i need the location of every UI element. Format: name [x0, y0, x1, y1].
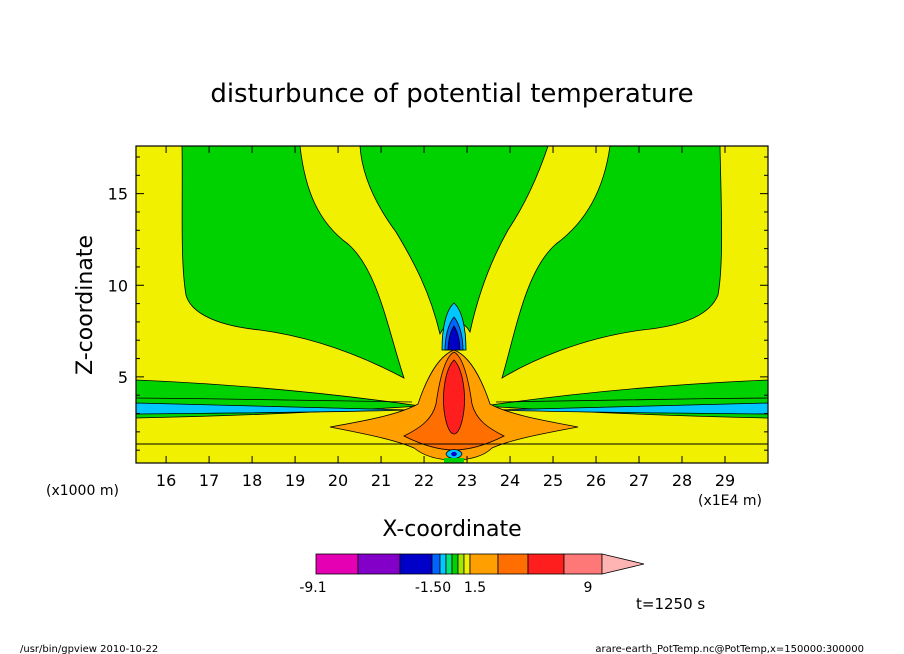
colorbar-swatch — [451, 553, 459, 575]
z-scale-note: (x1000 m) — [46, 483, 119, 499]
x-tick-label: 22 — [414, 471, 434, 490]
colorbar-label-max: 9 — [584, 580, 593, 596]
x-tick-label: 17 — [199, 471, 219, 490]
x-axis-label: X-coordinate — [382, 517, 521, 542]
chart-title: disturbunce of potential temperature — [210, 79, 693, 109]
x-axis-ticks: 16 17 18 19 20 21 22 23 24 25 26 27 28 29 — [156, 146, 735, 490]
colorbar-swatch — [463, 553, 471, 575]
y-tick-label: 15 — [108, 185, 128, 204]
contour-line-band-left — [136, 397, 413, 403]
x-tick-label: 20 — [328, 471, 348, 490]
colorbar-swatch — [497, 553, 529, 575]
contour-region-left-plume — [181, 146, 405, 379]
plot-frame — [135, 145, 769, 464]
colorbar-swatch — [399, 553, 433, 575]
x-tick-label: 16 — [156, 471, 176, 490]
x-tick-label: 23 — [457, 471, 477, 490]
colorbar-swatch — [457, 553, 465, 575]
time-label: t=1250 s — [636, 595, 705, 613]
colorbar-label-min: -9.1 — [299, 580, 326, 596]
x-tick-label: 28 — [672, 471, 692, 490]
colorbar-arrow — [601, 553, 645, 575]
x-scale-note: (x1E4 m) — [698, 493, 762, 509]
colorbar-swatch — [315, 553, 359, 575]
x-tick-label: 18 — [242, 471, 262, 490]
colorbar-label-neg: -1.50 — [415, 580, 451, 596]
colorbar-swatch — [563, 553, 603, 575]
contour-region-cold-inner — [447, 325, 461, 351]
x-tick-label: 21 — [371, 471, 391, 490]
y-tick-label: 5 — [118, 368, 128, 387]
contour-region-surface-blob-inner — [451, 451, 457, 457]
colorbar-swatch — [469, 553, 499, 575]
x-tick-label: 29 — [715, 471, 735, 490]
x-tick-label: 27 — [629, 471, 649, 490]
contour-region-surface-green — [444, 458, 464, 463]
contour-region-right-plume — [501, 146, 723, 379]
footer-right: arare-earth_PotTemp.nc@PotTemp,x=150000:… — [595, 644, 864, 654]
colorbar-label-pos: 1.5 — [464, 580, 486, 596]
x-tick-label: 26 — [586, 471, 606, 490]
contour-line-band-right — [495, 397, 768, 403]
y-tick-label: 10 — [108, 276, 128, 295]
x-tick-label: 19 — [285, 471, 305, 490]
colorbar-swatch — [439, 553, 447, 575]
y-axis-ticks: 5 10 15 — [108, 156, 768, 451]
colorbar-swatch — [445, 553, 453, 575]
y-axis-label: Z-coordinate — [73, 235, 98, 375]
x-tick-label: 24 — [500, 471, 520, 490]
contour-region-warm-core — [443, 359, 465, 435]
plot-area — [136, 146, 768, 463]
colorbar-swatch — [357, 553, 401, 575]
colorbar-swatch — [431, 553, 441, 575]
x-tick-label: 25 — [543, 471, 563, 490]
colorbar-swatch — [527, 553, 565, 575]
colorbar — [315, 553, 645, 575]
footer-left: /usr/bin/gpview 2010-10-22 — [20, 644, 158, 654]
